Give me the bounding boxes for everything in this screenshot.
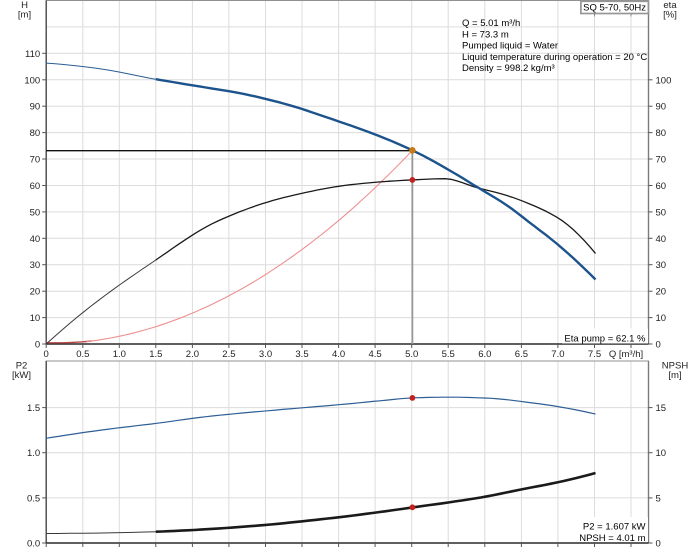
svg-text:P2: P2 xyxy=(16,361,28,372)
svg-text:20: 20 xyxy=(30,287,41,298)
svg-text:5.5: 5.5 xyxy=(442,349,455,360)
svg-text:0: 0 xyxy=(656,539,661,550)
svg-text:6.0: 6.0 xyxy=(478,349,491,360)
svg-text:50: 50 xyxy=(656,207,667,218)
svg-text:3.5: 3.5 xyxy=(295,349,308,360)
svg-text:110: 110 xyxy=(25,49,40,60)
svg-text:100: 100 xyxy=(656,75,672,86)
svg-text:0.0: 0.0 xyxy=(27,539,40,550)
svg-text:20: 20 xyxy=(656,287,667,298)
svg-text:4.0: 4.0 xyxy=(332,349,345,360)
svg-text:3.0: 3.0 xyxy=(259,349,272,360)
svg-text:H: H xyxy=(21,0,28,11)
svg-text:[m]: [m] xyxy=(668,370,681,381)
svg-text:40: 40 xyxy=(656,234,667,245)
svg-text:[kW]: [kW] xyxy=(12,370,31,381)
svg-text:NPSH: NPSH xyxy=(662,361,689,372)
svg-text:2.5: 2.5 xyxy=(222,349,235,360)
svg-text:Q = 5.01 m³/h: Q = 5.01 m³/h xyxy=(462,18,520,29)
svg-text:Eta pump = 62.1 %: Eta pump = 62.1 % xyxy=(564,334,646,345)
svg-text:Q [m³/h]: Q [m³/h] xyxy=(609,349,643,360)
svg-text:Liquid temperature during oper: Liquid temperature during operation = 20… xyxy=(462,52,647,63)
svg-text:P2 = 1.607 kW: P2 = 1.607 kW xyxy=(583,522,646,533)
svg-text:eta: eta xyxy=(663,0,677,11)
svg-text:6.5: 6.5 xyxy=(515,349,528,360)
svg-text:[%]: [%] xyxy=(663,10,677,21)
svg-text:30: 30 xyxy=(656,260,667,271)
svg-text:50: 50 xyxy=(30,207,41,218)
svg-text:40: 40 xyxy=(30,234,41,245)
svg-text:Pumped liquid = Water: Pumped liquid = Water xyxy=(462,41,558,52)
svg-text:0.5: 0.5 xyxy=(76,349,89,360)
svg-text:15: 15 xyxy=(656,403,667,414)
svg-text:10: 10 xyxy=(656,448,667,459)
svg-text:0: 0 xyxy=(44,349,49,360)
svg-text:2.0: 2.0 xyxy=(186,349,199,360)
svg-text:90: 90 xyxy=(656,102,667,113)
svg-text:NPSH = 4.01 m: NPSH = 4.01 m xyxy=(579,533,645,544)
svg-text:SQ 5-70, 50Hz: SQ 5-70, 50Hz xyxy=(583,2,646,13)
svg-text:0: 0 xyxy=(656,340,661,351)
svg-text:60: 60 xyxy=(656,181,667,192)
svg-text:80: 80 xyxy=(30,128,41,139)
svg-text:10: 10 xyxy=(656,313,667,324)
svg-text:5: 5 xyxy=(656,493,661,504)
svg-text:5.0: 5.0 xyxy=(405,349,418,360)
svg-text:70: 70 xyxy=(30,155,41,166)
svg-text:70: 70 xyxy=(656,155,667,166)
svg-text:1.5: 1.5 xyxy=(27,403,40,414)
svg-text:10: 10 xyxy=(30,313,41,324)
svg-text:80: 80 xyxy=(656,128,667,139)
svg-text:4.5: 4.5 xyxy=(368,349,381,360)
svg-text:0: 0 xyxy=(35,340,40,351)
svg-text:7.0: 7.0 xyxy=(551,349,564,360)
svg-text:[m]: [m] xyxy=(18,10,31,21)
svg-text:H = 73.3 m: H = 73.3 m xyxy=(462,29,509,40)
svg-text:1.0: 1.0 xyxy=(27,448,40,459)
svg-text:0.5: 0.5 xyxy=(27,493,40,504)
svg-text:100: 100 xyxy=(24,75,40,86)
svg-text:1.5: 1.5 xyxy=(149,349,162,360)
svg-text:1.0: 1.0 xyxy=(113,349,126,360)
svg-text:Density = 998.2 kg/m³: Density = 998.2 kg/m³ xyxy=(462,63,555,74)
svg-text:60: 60 xyxy=(30,181,41,192)
svg-text:90: 90 xyxy=(30,102,41,113)
svg-text:30: 30 xyxy=(30,260,41,271)
svg-text:7.5: 7.5 xyxy=(588,349,601,360)
